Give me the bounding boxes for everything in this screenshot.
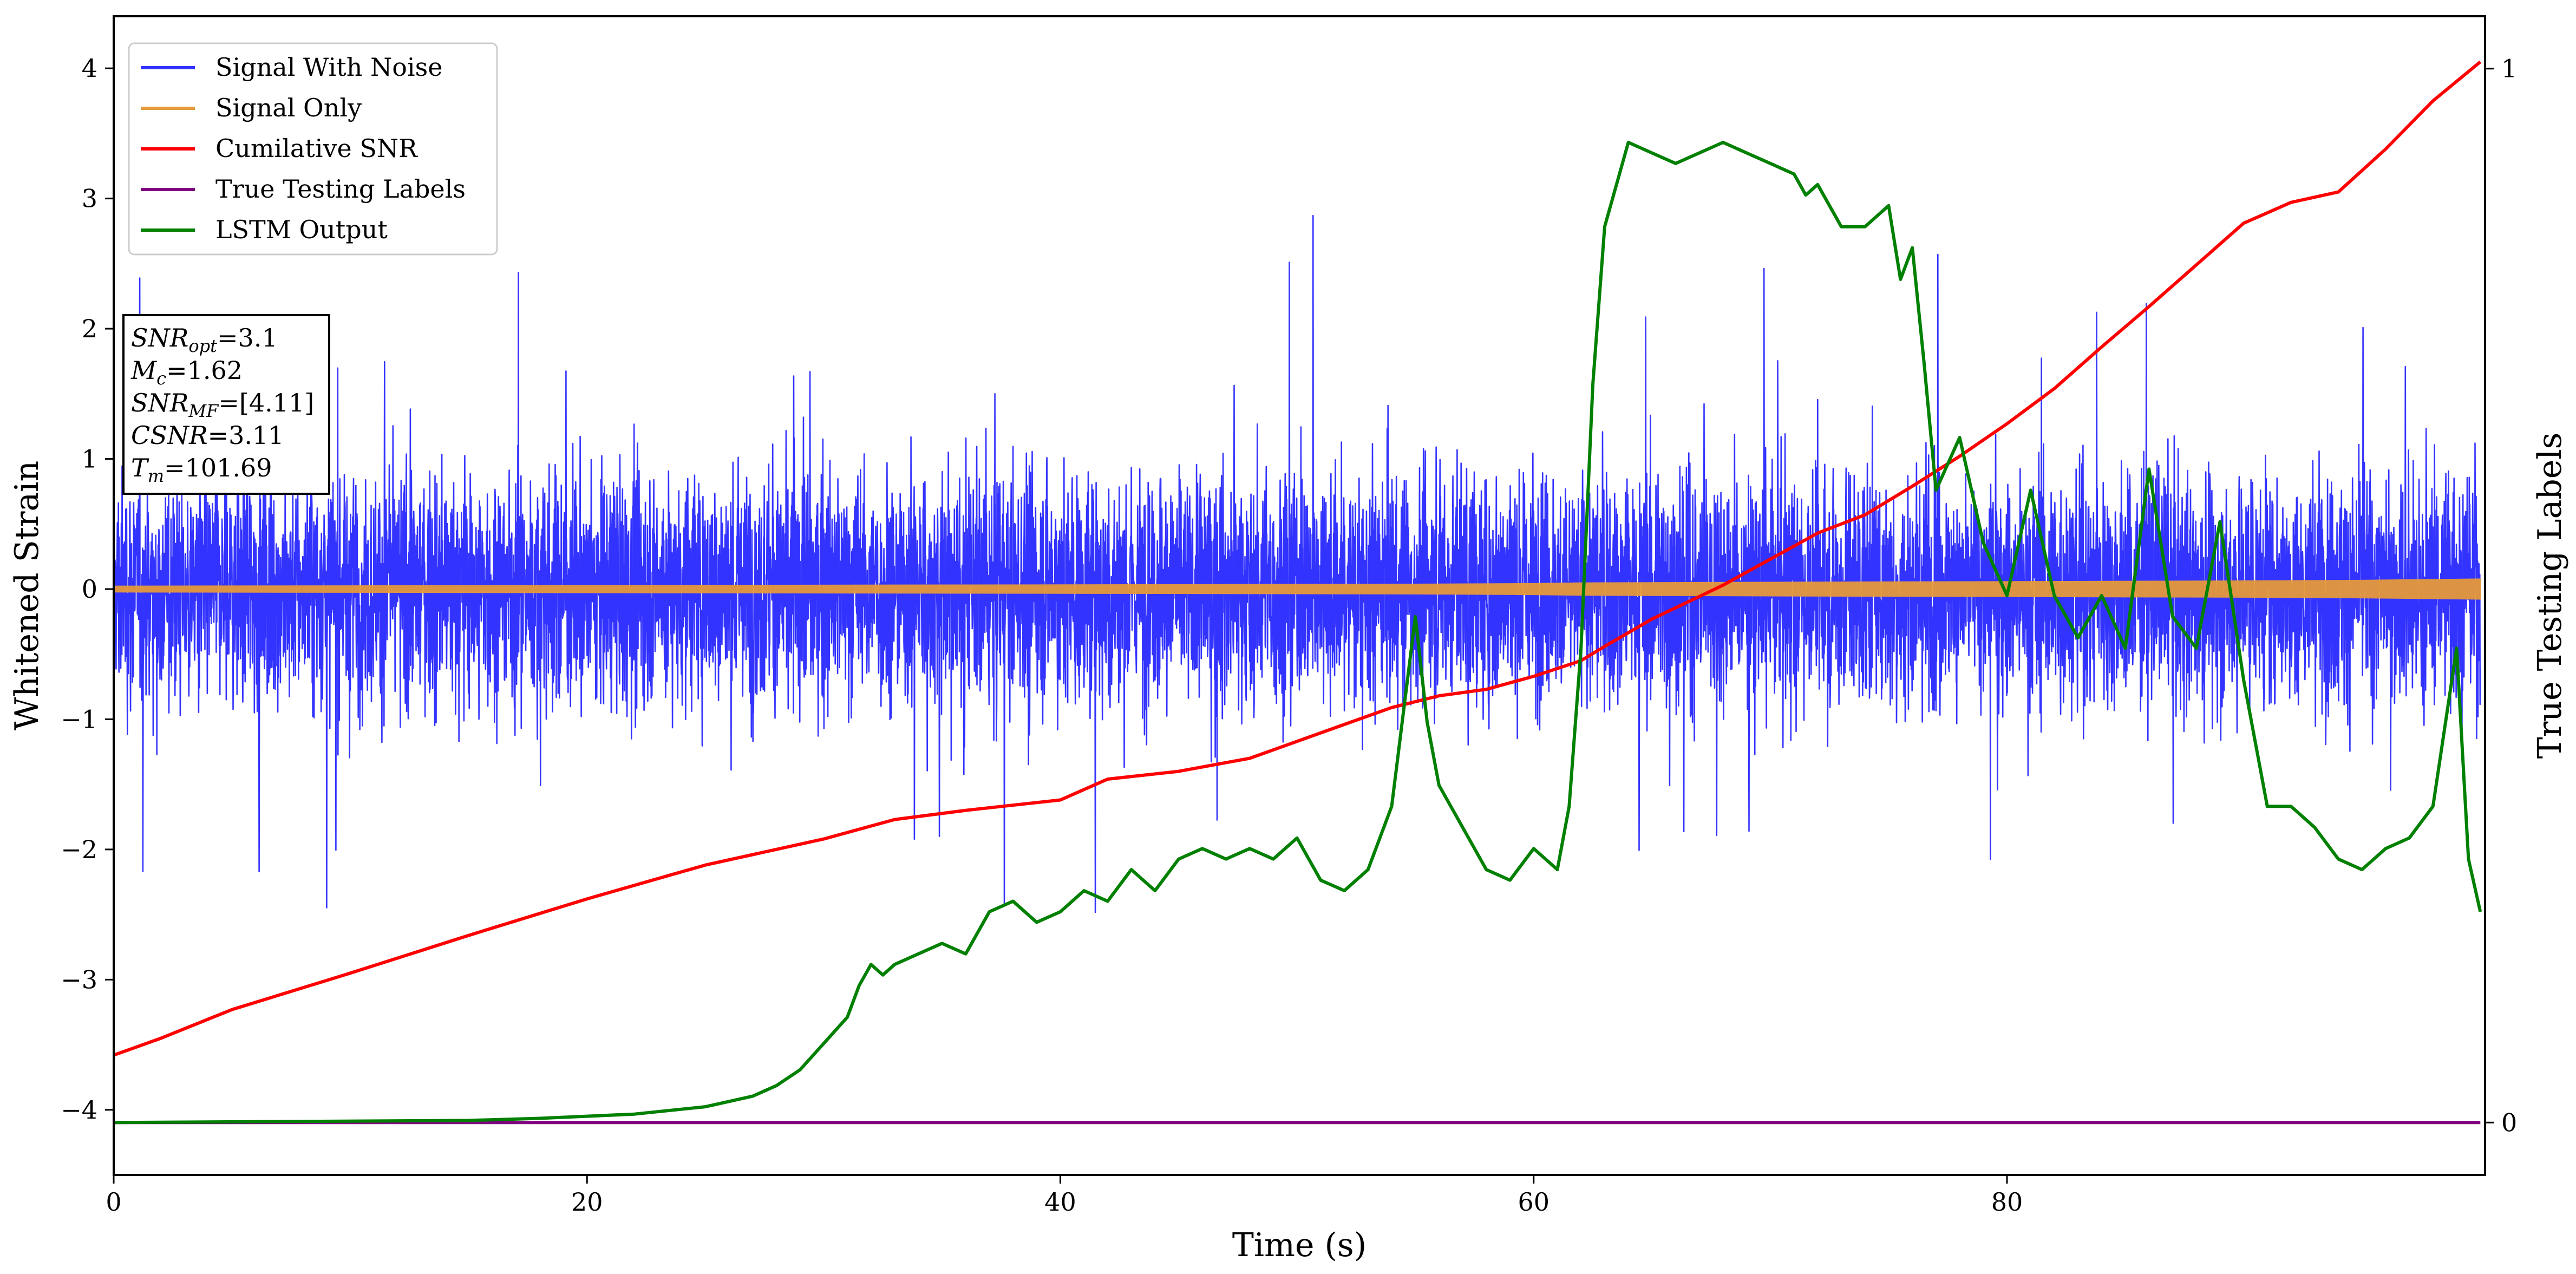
legend-entry: Signal With Noise	[215, 53, 442, 82]
y-left-tick-label: 3	[82, 184, 97, 213]
y-left-tick-label: −2	[61, 835, 97, 864]
y-left-tick-label: −3	[61, 965, 97, 994]
y-left-tick-label: 2	[82, 314, 97, 343]
y-right-tick-label: 1	[2501, 54, 2517, 83]
signal-only-band	[113, 578, 2481, 600]
y-left-tick-label: 0	[82, 574, 97, 604]
info-line: SNRMF=[4.11]	[131, 388, 314, 421]
x-tick-label: 0	[106, 1187, 121, 1217]
y-left-tick-label: 4	[82, 54, 97, 83]
x-axis-label: Time (s)	[1232, 1226, 1367, 1264]
info-box-frame	[122, 314, 330, 495]
legend-entry: Signal Only	[215, 93, 362, 122]
line-series-layer	[113, 60, 2482, 1125]
legend: Signal With Noise Signal Only Cumilative S…	[128, 42, 498, 256]
signal-with-noise-line	[113, 214, 2481, 913]
info-line: Tm=101.69	[131, 453, 272, 486]
x-tick-label: 80	[1991, 1187, 2023, 1217]
legend-entry: True Testing Labels	[215, 174, 466, 204]
x-tick-label: 60	[1518, 1187, 1549, 1217]
legend-entry: Cumilative SNR	[215, 134, 418, 163]
legend-entry: LSTM Output	[215, 215, 388, 244]
cumilative-snr-line	[113, 60, 2482, 1057]
y-left-tick-label: −1	[61, 704, 97, 734]
signal-only-series	[113, 578, 2481, 600]
plot-frame	[113, 15, 2486, 1176]
signal-with-noise-series	[113, 214, 2481, 913]
x-tick-label: 20	[571, 1187, 603, 1217]
y-right-tick-label: 0	[2501, 1108, 2517, 1137]
info-line: CSNR=3.11	[131, 421, 284, 450]
lstm-output-line	[113, 141, 2482, 1125]
y-left-tick-label: 1	[82, 445, 97, 474]
y-axis-left-label: Whitened Strain	[8, 461, 46, 730]
info-line: Mc=1.62	[130, 356, 243, 389]
info-line: SNRopt=3.1	[131, 323, 278, 356]
legend-box	[128, 42, 498, 256]
y-axis-right-label: True Testing Labels	[2531, 433, 2569, 759]
y-left-tick-label: −4	[61, 1095, 97, 1125]
x-tick-label: 40	[1044, 1187, 1076, 1217]
